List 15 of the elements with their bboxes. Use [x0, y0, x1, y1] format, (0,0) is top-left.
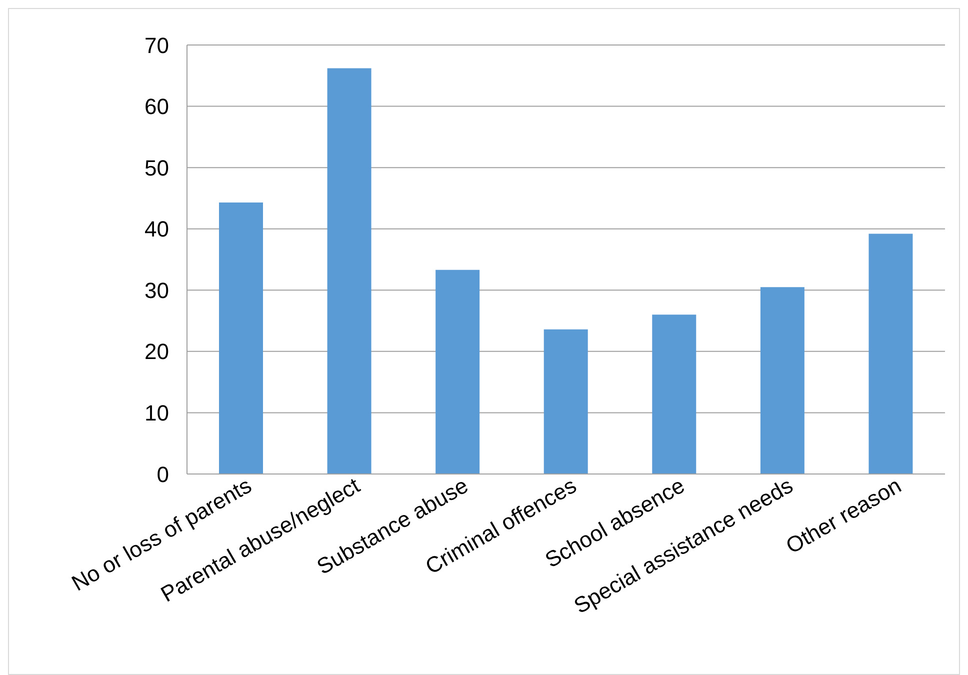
bar [652, 314, 696, 474]
bar [544, 329, 588, 474]
y-tick-label: 20 [144, 339, 169, 364]
bar [868, 234, 913, 474]
y-tick-label: 40 [144, 216, 169, 242]
y-tick-label: 70 [144, 32, 169, 58]
bar [219, 202, 263, 474]
y-tick-label: 0 [156, 462, 169, 487]
bar [760, 287, 804, 474]
bar [327, 68, 372, 474]
y-tick-label: 30 [144, 278, 169, 303]
y-tick-label: 10 [144, 400, 169, 426]
y-tick-label: 60 [144, 94, 169, 120]
bar [436, 270, 480, 474]
y-tick-label: 50 [144, 155, 169, 180]
